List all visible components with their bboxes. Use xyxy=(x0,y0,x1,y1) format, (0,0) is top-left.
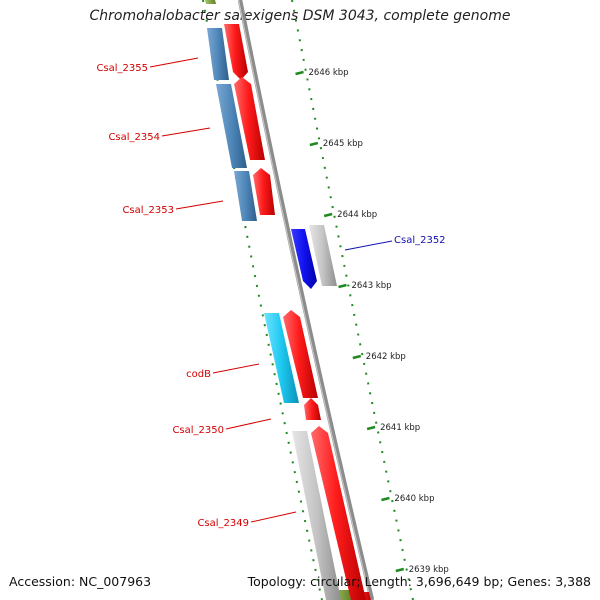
ruler-label-2645: 2645 kbp xyxy=(323,139,363,149)
gene-label-csal-2349[interactable]: Csal_2349 xyxy=(197,511,297,529)
gene-label-csal-2350[interactable]: Csal_2350 xyxy=(172,418,272,436)
ruler-label-2646: 2646 kbp xyxy=(309,68,349,78)
ruler-tick-2645 xyxy=(309,141,319,147)
gene-csal-2352-shape[interactable] xyxy=(291,229,317,289)
gene-csal-2354-shape[interactable] xyxy=(216,84,247,168)
gene-label-csal-2355[interactable]: Csal_2355 xyxy=(96,57,199,74)
forward-cds-2[interactable] xyxy=(234,77,265,160)
gene-label-csal-2355-text: Csal_2355 xyxy=(96,63,148,74)
gene-codb-shape[interactable] xyxy=(264,313,299,403)
ruler-tick-2640 xyxy=(381,496,390,502)
gene-label-codb-text: codB xyxy=(186,369,211,380)
gene-csal-2349-shape[interactable] xyxy=(292,431,341,600)
genome-summary: Topology: circular; Length: 3,696,649 bp… xyxy=(247,574,591,589)
ruler-tick-2641 xyxy=(366,425,376,431)
gene-label-csal-2353-text: Csal_2353 xyxy=(122,205,174,216)
ruler-tick-2644 xyxy=(323,212,333,218)
chromosome-backbone-highlight xyxy=(238,0,372,600)
forward-cds-5[interactable] xyxy=(311,426,366,600)
gene-csal-2355-shape[interactable] xyxy=(207,28,229,80)
ruler-label-2642: 2642 kbp xyxy=(366,352,406,362)
chromosome-backbone xyxy=(237,0,375,600)
gene-label-csal-2352-text: Csal_2352 xyxy=(394,235,446,246)
ruler-tick-2643 xyxy=(338,283,347,289)
gene-label-csal-2353[interactable]: Csal_2353 xyxy=(122,200,224,216)
ruler-tick-2642 xyxy=(352,354,362,360)
gene-label-csal-2349-text: Csal_2349 xyxy=(197,518,249,529)
ruler-tick-2639 xyxy=(395,567,405,573)
gene-label-codb[interactable]: codB xyxy=(186,363,260,380)
gene-csal-2353-shape[interactable] xyxy=(234,171,257,221)
grey-feature-1[interactable] xyxy=(309,225,337,286)
forward-cds-3[interactable] xyxy=(253,168,275,215)
forward-cds-4[interactable] xyxy=(283,310,318,398)
gene-csal-2350-shape[interactable] xyxy=(304,398,321,420)
ruler-label-2644: 2644 kbp xyxy=(337,210,377,220)
genome-title: Chromohalobacter salexigens DSM 3043, co… xyxy=(89,8,511,24)
ruler-tick-2646 xyxy=(295,70,304,76)
gene-label-csal-2350-text: Csal_2350 xyxy=(172,425,224,436)
ruler-label-2643: 2643 kbp xyxy=(351,281,391,291)
gene-label-csal-2354-text: Csal_2354 xyxy=(108,132,160,143)
gene-label-csal-2354[interactable]: Csal_2354 xyxy=(108,127,211,143)
ruler-label-2641: 2641 kbp xyxy=(380,423,420,433)
gene-label-csal-2352[interactable]: Csal_2352 xyxy=(344,235,446,251)
accession-label: Accession: NC_007963 xyxy=(9,574,152,589)
ruler-label-2640: 2640 kbp xyxy=(394,494,434,504)
edge-feature-top-green xyxy=(205,0,216,4)
ruler-label-2639: 2639 kbp xyxy=(409,565,449,575)
forward-cds-1[interactable] xyxy=(224,24,248,80)
ruler: 2646 kbp 2645 kbp 2644 kbp 2643 kbp 2642 kbp… xyxy=(295,68,449,575)
